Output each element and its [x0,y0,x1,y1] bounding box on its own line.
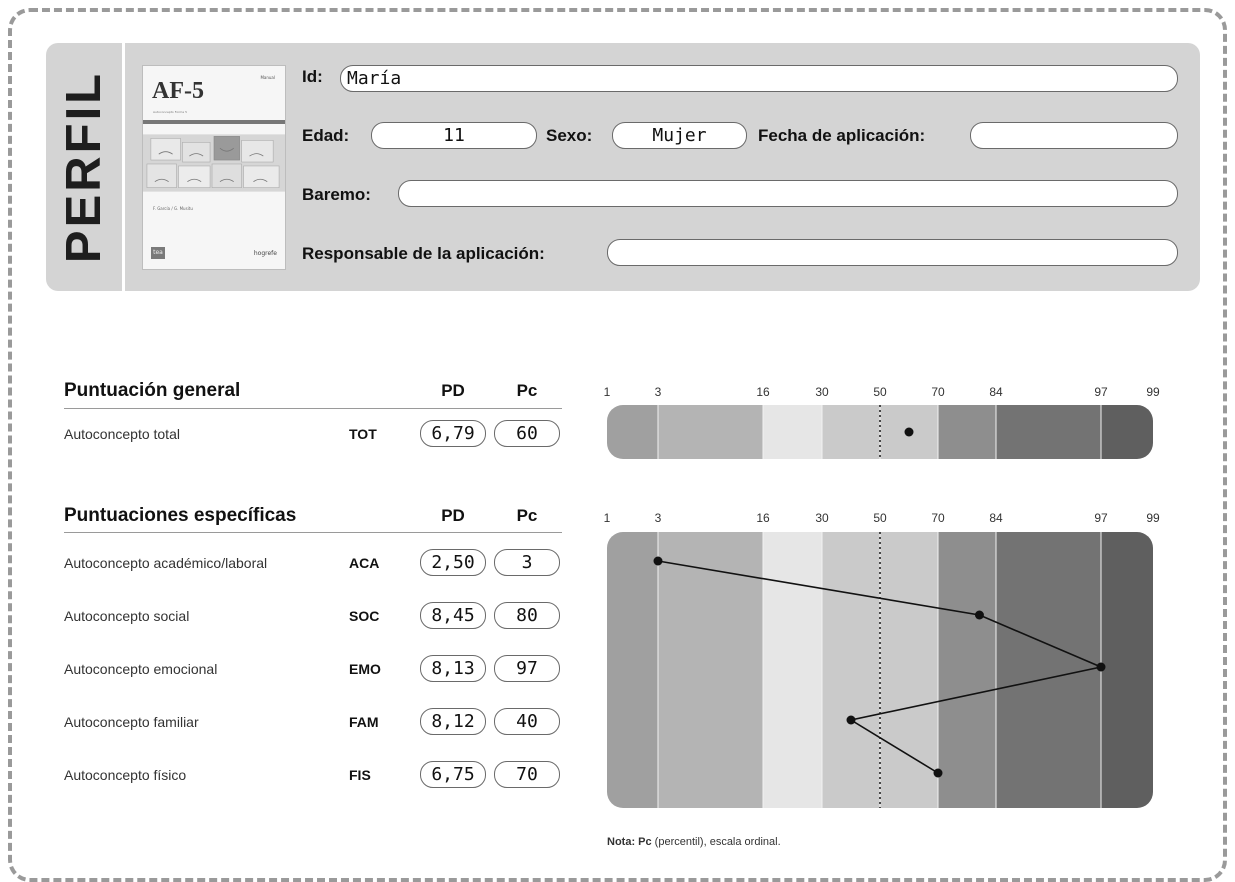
general-tick-label-70: 70 [931,385,945,399]
note-text: (percentil), escala ordinal. [651,836,781,848]
row-label-aca: Autoconcepto académico/laboral [64,555,268,571]
pd-value-aca[interactable]: 2,50 [420,549,486,576]
cover-subtitle: Autoconcepto Forma 5 [153,110,187,114]
cover-tag: Manual [260,75,275,80]
pd-value-fis[interactable]: 6,75 [420,761,486,788]
specific-band-16-30 [763,532,822,808]
specific-tick-label-16: 16 [756,511,770,525]
fecha-label: Fecha de aplicación: [758,126,926,145]
point-tot [904,427,914,437]
specific-tick-label-84: 84 [989,511,1003,525]
faces-image [143,134,285,192]
pc-value-soc[interactable]: 80 [494,602,560,629]
general-pd-header: PD [441,381,465,400]
pd-value-soc[interactable]: 8,45 [420,602,486,629]
footnote: Nota: Pc (percentil), escala ordinal. [607,836,781,848]
general-band-16-30 [763,405,822,459]
specific-band-70-84 [938,532,996,808]
general-band-70-84 [938,405,996,459]
specific-pc-header: Pc [516,506,538,525]
general-band-1-3 [607,405,658,459]
general-band-30-50 [822,405,880,459]
pc-value-fam[interactable]: 40 [494,708,560,735]
row-label-emo: Autoconcepto emocional [64,661,218,677]
row-label-fis: Autoconcepto físico [64,767,187,783]
specific-tick-label-70: 70 [931,511,945,525]
specific-tick-label-97: 97 [1094,511,1108,525]
row-code-fam: FAM [349,714,379,730]
note-bold: Nota: Pc [607,836,652,848]
pc-value-tot[interactable]: 60 [494,420,560,447]
specific-tick-label-3: 3 [654,511,662,525]
general-divider [64,408,562,409]
general-tick-label-97: 97 [1094,385,1108,399]
fecha-field[interactable] [970,122,1178,149]
header-divider [122,43,125,291]
cover-bar [143,120,285,124]
pd-value-fam[interactable]: 8,12 [420,708,486,735]
point-emo [1096,662,1106,672]
general-band-97-99 [1101,405,1153,459]
id-label: Id: [302,67,323,86]
general-tick-label-99: 99 [1146,385,1160,399]
general-tick-label-16: 16 [756,385,770,399]
sexo-field[interactable]: Mujer [612,122,747,149]
row-label-fam: Autoconcepto familiar [64,714,199,730]
specific-tick-label-50: 50 [873,511,887,525]
edad-label: Edad: [302,126,350,145]
row-code-emo: EMO [349,661,381,677]
pc-value-fis[interactable]: 70 [494,761,560,788]
id-field[interactable]: María [340,65,1178,92]
general-tick-label-1: 1 [603,385,611,399]
general-tick-label-3: 3 [654,385,662,399]
pd-value-emo[interactable]: 8,13 [420,655,486,682]
point-fam [846,715,856,725]
responsable-label: Responsable de la aplicación: [302,244,545,263]
specific-band-50-70 [880,532,938,808]
point-fis [933,768,943,778]
specific-tick-label-1: 1 [603,511,611,525]
pc-value-aca[interactable]: 3 [494,549,560,576]
specific-band-1-3 [607,532,658,808]
specific-band-3-16 [658,532,763,808]
row-code-tot: TOT [349,426,377,442]
responsable-field[interactable] [607,239,1178,266]
hogrefe-logo: hogrefe [253,250,277,257]
row-label-tot: Autoconcepto total [64,426,180,442]
specific-tick-label-99: 99 [1146,511,1160,525]
specific-tick-label-30: 30 [815,511,829,525]
pc-value-emo[interactable]: 97 [494,655,560,682]
baremo-field[interactable] [398,180,1178,207]
general-tick-label-50: 50 [873,385,887,399]
row-code-aca: ACA [349,555,380,571]
specific-pd-header: PD [441,506,465,525]
general-tick-label-84: 84 [989,385,1003,399]
general-pc-header: Pc [516,381,538,400]
cover-thumbnail: AF-5 Manual Autoconcepto Forma 5 F. Garc… [142,65,286,270]
row-code-soc: SOC [349,608,380,624]
general-band-84-97 [996,405,1101,459]
general-tick-label-30: 30 [815,385,829,399]
row-code-fis: FIS [349,767,371,783]
specific-band-30-50 [822,532,880,808]
specific-title: Puntuaciones específicas [64,505,297,526]
general-title: Puntuación general [64,380,241,401]
point-soc [974,610,984,620]
edad-field[interactable]: 11 [371,122,537,149]
general-band-3-16 [658,405,763,459]
point-aca [653,556,663,566]
pd-value-tot[interactable]: 6,79 [420,420,486,447]
baremo-label: Baremo: [302,185,371,204]
specific-band-97-99 [1101,532,1153,808]
sexo-label: Sexo: [546,126,593,145]
tea-logo: tea [151,247,165,259]
cover-authors: F. García / G. Musitu [153,206,193,211]
cover-title: AF-5 [152,78,204,104]
row-label-soc: Autoconcepto social [64,608,190,624]
specific-divider [64,532,562,533]
